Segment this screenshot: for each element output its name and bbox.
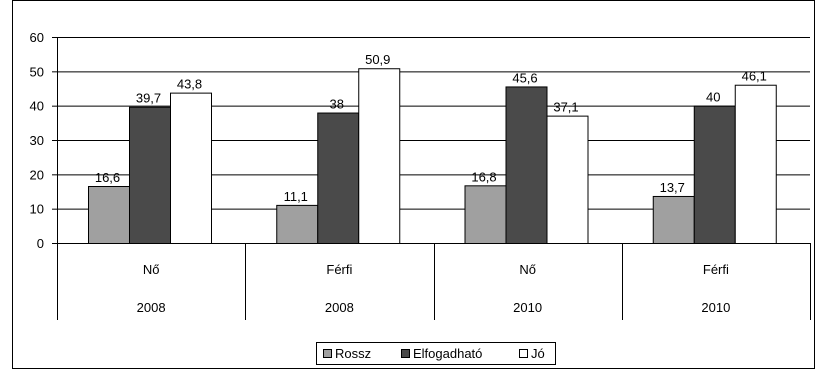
y-tick-label: 0 [37, 236, 44, 251]
data-label: 39,7 [136, 91, 161, 106]
legend-box [316, 342, 556, 365]
y-tick-label: 50 [30, 64, 44, 79]
data-labels: 16,6 39,7 43,8 11,1 38 50,9 16,8 45,6 37,1 13,7 40… [95, 52, 767, 204]
data-label: 11,1 [284, 189, 308, 204]
bar-elfogadható [505, 86, 548, 244]
legend-swatch-rossz [323, 349, 332, 358]
legend: Rossz Elfogadható Jó [316, 342, 556, 365]
bar-jó [734, 84, 777, 245]
bar-rossz [276, 204, 319, 244]
y-tick-label: 30 [30, 133, 44, 148]
category-label: Nő [519, 262, 536, 277]
bar-elfogadható [317, 112, 360, 244]
category-label: Nő [143, 262, 160, 277]
category-year-label: 2008 [137, 300, 166, 315]
category-year-label: 2008 [325, 300, 354, 315]
y-tick-label: 40 [30, 99, 44, 114]
bar-jó [358, 68, 401, 244]
legend-label-elfogadható: Elfogadható [413, 346, 482, 361]
legend-label-rossz: Rossz [335, 346, 371, 361]
category-axis: Nő 2008 Férfi 2008 Nő 2010 Férfi 2010 [57, 243, 811, 320]
data-label: 16,8 [471, 169, 496, 184]
bar-rossz [88, 186, 130, 244]
bar-rossz [652, 195, 695, 244]
bar-elfogadható [129, 106, 171, 244]
legend-label-jó: Jó [531, 346, 545, 361]
bar-rossz [464, 185, 507, 245]
data-label: 16,6 [95, 170, 120, 185]
legend-swatch-jó [519, 349, 528, 358]
bar-jó [170, 92, 212, 245]
y-tick-label: 20 [30, 167, 44, 182]
legend-swatch-elfogadható [401, 349, 410, 358]
bars [88, 68, 777, 245]
y-tick-label: 60 [30, 30, 44, 45]
data-label: 50,9 [365, 52, 390, 67]
data-label: 43,8 [177, 77, 202, 92]
category-label: Férfi [703, 262, 729, 277]
category-label: Férfi [326, 262, 352, 277]
data-label: 40 [706, 90, 720, 105]
data-label: 38 [330, 97, 344, 112]
y-tick-label: 10 [30, 202, 44, 217]
data-label: 37,1 [553, 100, 578, 115]
axes: 0 10 20 30 40 50 60 [30, 30, 58, 251]
data-label: 45,6 [512, 70, 537, 85]
data-label: 13,7 [660, 180, 685, 195]
data-label: 46,1 [742, 69, 767, 84]
category-year-label: 2010 [701, 300, 730, 315]
category-year-label: 2010 [513, 300, 542, 315]
bar-jó [546, 115, 589, 244]
bar-elfogadható [693, 105, 736, 244]
